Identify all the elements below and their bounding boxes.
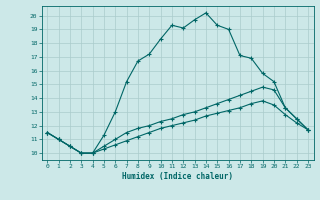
X-axis label: Humidex (Indice chaleur): Humidex (Indice chaleur) (122, 172, 233, 181)
